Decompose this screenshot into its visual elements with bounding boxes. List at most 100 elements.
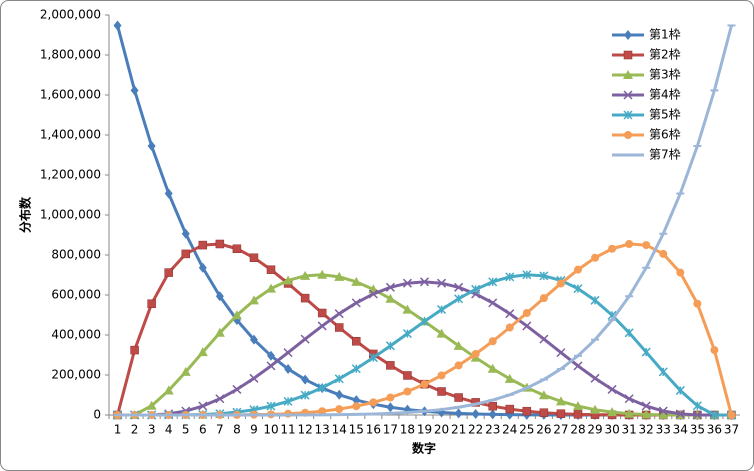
data-point [659, 249, 668, 258]
data-point [180, 366, 191, 376]
x-tick-label: 10 [263, 423, 278, 437]
x-tick-label: 12 [297, 423, 312, 437]
data-point [248, 295, 259, 305]
data-point [504, 373, 515, 383]
data-point [317, 383, 327, 393]
data-point [317, 269, 328, 279]
y-tick-label: 1,000,000 [40, 208, 101, 222]
data-point [130, 345, 139, 355]
data-point [471, 284, 481, 294]
x-tick-label: 35 [690, 423, 705, 437]
data-point [488, 337, 497, 346]
x-tick-label: 18 [400, 423, 415, 437]
data-point [642, 241, 651, 250]
data-point [300, 334, 310, 344]
data-point [556, 348, 566, 358]
data-point [334, 309, 344, 319]
data-point [351, 276, 362, 286]
legend-marker [623, 50, 633, 60]
data-point [130, 85, 139, 96]
data-point [283, 396, 293, 406]
data-point [334, 323, 344, 332]
data-point [555, 396, 566, 406]
legend-marker [623, 110, 633, 120]
x-tick-label: 5 [182, 423, 190, 437]
data-point [625, 239, 634, 248]
x-tick-label: 32 [639, 423, 654, 437]
data-point [675, 409, 685, 419]
data-point [334, 271, 345, 281]
data-point [488, 298, 498, 308]
data-point [147, 299, 156, 308]
data-point [335, 389, 344, 400]
data-point [556, 409, 566, 418]
data-point [300, 390, 310, 400]
data-point [590, 373, 600, 383]
data-point [146, 400, 157, 410]
data-point [284, 363, 293, 374]
data-point [402, 278, 412, 288]
x-tick-label: 31 [622, 423, 637, 437]
data-point [505, 309, 515, 319]
data-point [267, 350, 276, 361]
data-point [402, 304, 413, 314]
data-point [709, 410, 719, 420]
data-point [590, 295, 600, 305]
data-point [436, 328, 447, 338]
data-point [215, 394, 225, 404]
data-point [454, 408, 463, 419]
data-point [539, 334, 549, 344]
data-point [403, 387, 412, 396]
legend-label: 第5枠 [649, 108, 681, 122]
data-point [215, 291, 224, 302]
data-point [334, 374, 344, 384]
data-point [266, 401, 276, 411]
x-tick-label: 24 [502, 423, 517, 437]
data-point [538, 390, 549, 400]
data-point [419, 277, 430, 287]
data-point [317, 308, 327, 318]
legend-marker [624, 30, 632, 40]
x-tick-label: 33 [656, 423, 671, 437]
data-point [624, 328, 634, 338]
data-point [147, 141, 156, 152]
y-tick-label: 800,000 [51, 248, 101, 262]
y-tick-label: 400,000 [51, 328, 101, 342]
data-point [539, 294, 548, 303]
data-point [573, 361, 583, 371]
data-point [249, 253, 259, 263]
data-point [692, 401, 702, 411]
legend-label: 第2枠 [649, 48, 681, 62]
data-point [658, 406, 668, 416]
legend-marker [623, 70, 633, 79]
data-point [454, 393, 463, 402]
data-point [198, 262, 207, 273]
data-point [487, 363, 498, 373]
data-point [113, 20, 122, 31]
data-point [420, 380, 429, 389]
data-point [386, 361, 395, 370]
data-point [437, 278, 447, 288]
data-point [658, 409, 669, 419]
data-point [266, 361, 276, 371]
x-tick-label: 7 [216, 423, 224, 437]
x-tick-label: 13 [315, 423, 330, 437]
data-point [232, 244, 242, 253]
x-tick-label: 15 [349, 423, 364, 437]
data-point [505, 404, 515, 414]
data-point [283, 348, 293, 358]
x-tick-label: 2 [131, 423, 139, 437]
data-point [164, 268, 173, 277]
data-point [573, 284, 583, 294]
y-tick-label: 1,800,000 [40, 48, 101, 62]
data-point [283, 275, 294, 285]
x-tick-label: 8 [233, 423, 241, 437]
data-point [300, 270, 311, 280]
data-point [676, 268, 685, 277]
data-point [249, 373, 259, 383]
data-point [454, 282, 464, 292]
data-point [232, 384, 242, 394]
x-tick-label: 28 [570, 423, 585, 437]
data-point [386, 393, 395, 402]
x-tick-label: 17 [383, 423, 398, 437]
